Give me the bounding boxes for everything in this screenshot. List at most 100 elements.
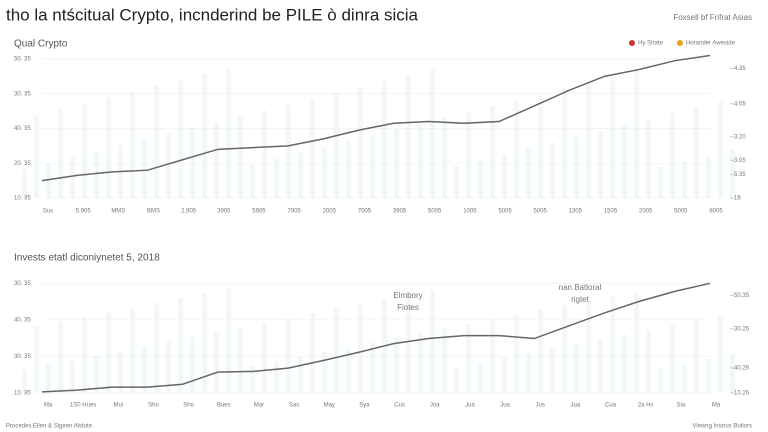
background-stripe xyxy=(130,91,135,198)
x-tick-label: Sho xyxy=(183,403,194,409)
y2-tick-label: 5.35 xyxy=(734,172,746,178)
background-stripe xyxy=(202,293,207,393)
background-stripe xyxy=(70,360,75,393)
x-tick-label: Bues xyxy=(217,403,231,409)
background-stripe xyxy=(310,98,315,198)
x-tick-label: Sas xyxy=(289,403,299,409)
background-stripe xyxy=(646,329,651,393)
background-stripe xyxy=(430,69,435,199)
x-tick-label: 7905 xyxy=(287,209,301,215)
background-stripe xyxy=(394,338,399,393)
x-tick-label: 5905 xyxy=(252,209,266,215)
x-tick-label: 1305 xyxy=(569,209,583,215)
x-tick-label: 1505 xyxy=(604,209,618,215)
background-stripe xyxy=(574,343,579,393)
background-stripe xyxy=(658,167,663,198)
background-stripe xyxy=(214,122,219,198)
y2-tick-label: 50.35 xyxy=(734,293,750,299)
footer-left: Procedes Ellen & Sigeen Alstote xyxy=(6,424,93,430)
background-stripe xyxy=(154,302,159,393)
background-stripe xyxy=(562,88,567,198)
data-line xyxy=(41,54,711,182)
background-stripe xyxy=(478,160,483,198)
background-stripe xyxy=(526,148,531,198)
x-tick-label: MMS xyxy=(111,209,125,215)
background-stripe xyxy=(178,298,183,393)
background-stripe xyxy=(538,309,543,393)
background-stripe xyxy=(658,368,663,393)
background-stripe xyxy=(262,110,267,198)
x-tick-label: 2a Hs xyxy=(638,403,654,409)
background-stripe xyxy=(682,363,687,393)
background-stripe xyxy=(670,113,675,198)
background-stripe xyxy=(178,79,183,198)
background-stripe xyxy=(214,332,219,393)
background-stripe xyxy=(382,81,387,198)
background-stripe xyxy=(442,117,447,198)
x-tick-label: Jua xyxy=(500,403,510,409)
background-stripe xyxy=(610,295,615,393)
x-tick-label: 7005 xyxy=(358,209,372,215)
background-stripe xyxy=(58,321,63,393)
background-stripe xyxy=(706,155,711,198)
background-stripe xyxy=(730,149,735,198)
x-tick-label: 2.905 xyxy=(181,209,197,215)
background-stripe xyxy=(550,142,555,198)
page-title: tho la ntścitual Crypto, incnderind be P… xyxy=(6,5,419,24)
background-stripe xyxy=(286,104,291,198)
x-tick-label: BMS xyxy=(147,209,160,215)
background-stripe xyxy=(358,87,363,198)
background-stripe xyxy=(418,333,423,393)
background-stripe xyxy=(22,168,27,198)
x-tick-label: 8005 xyxy=(709,209,723,215)
x-tick-label: 5005 xyxy=(498,209,512,215)
x-tick-label: Sus xyxy=(43,209,53,215)
x-tick-label: Joa xyxy=(430,403,440,409)
x-tick-label: Mar xyxy=(254,403,264,409)
background-stripe xyxy=(322,146,327,198)
background-stripe xyxy=(310,313,315,393)
background-stripe xyxy=(58,108,63,198)
annotation: Elmbory Fiotes xyxy=(393,291,422,312)
background-stripe xyxy=(646,119,651,198)
background-stripe xyxy=(454,165,459,198)
background-stripe xyxy=(250,366,255,393)
background-stripe xyxy=(502,154,507,198)
background-stripe xyxy=(706,359,711,393)
background-stripe xyxy=(34,326,39,393)
background-stripe xyxy=(22,369,27,393)
x-tick-label: Sho xyxy=(148,403,159,409)
background-stripe xyxy=(190,336,195,393)
data-line xyxy=(41,282,711,393)
background-stripe xyxy=(274,361,279,393)
background-stripe xyxy=(82,316,87,393)
background-stripe xyxy=(262,322,267,393)
background-stripe xyxy=(250,164,255,198)
y-tick-label: 30. 35 xyxy=(14,91,31,97)
background-stripe xyxy=(406,294,411,393)
background-stripe xyxy=(610,76,615,198)
y-tick-label: 10. 35 xyxy=(14,196,31,202)
background-stripe xyxy=(622,125,627,198)
background-stripe xyxy=(238,116,243,198)
x-tick-label: 2005 xyxy=(323,209,337,215)
background-stripe xyxy=(694,107,699,198)
background-stripe xyxy=(106,312,111,393)
background-stripe xyxy=(526,353,531,393)
background-stripe xyxy=(82,103,87,198)
y-tick-label: 40. 35 xyxy=(14,126,31,132)
footer-right: Viewng Instrus Butlors xyxy=(692,424,752,430)
background-stripe xyxy=(166,341,171,393)
background-stripe xyxy=(730,354,735,393)
background-stripe xyxy=(598,130,603,198)
background-stripe xyxy=(70,157,75,198)
y2-tick-label: 30.25 xyxy=(734,327,750,333)
annotation: nan Batloral rigtet xyxy=(559,283,602,304)
background-stripe xyxy=(166,133,171,198)
background-stripe xyxy=(286,318,291,393)
x-tick-label: 3905 xyxy=(393,209,407,215)
y-tick-label: 50. 35 xyxy=(14,57,31,63)
x-tick-label: Mui xyxy=(113,403,123,409)
background-stripe xyxy=(322,352,327,393)
